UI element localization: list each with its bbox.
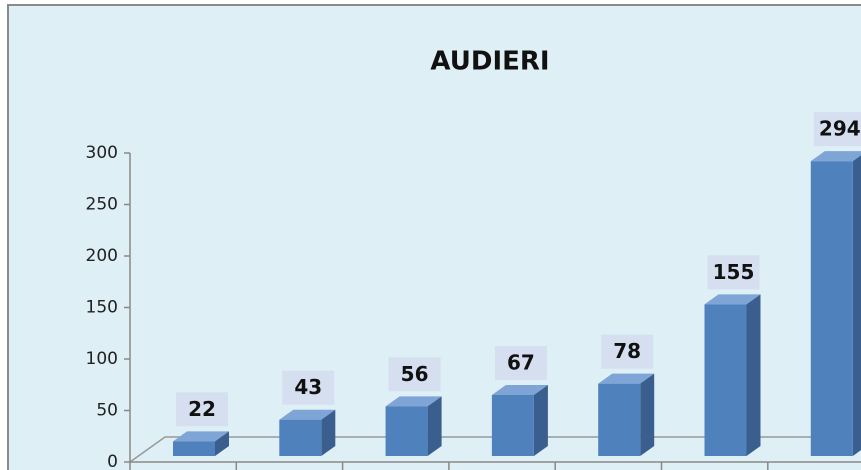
bar [279,409,336,456]
y-tick-label: 300 [86,143,118,163]
bar [598,373,655,456]
bar-front [173,441,215,456]
bar [810,151,861,456]
bar-top [385,396,442,407]
data-label: 78 [613,339,641,363]
y-tick-label: 200 [86,246,118,266]
bar-front [279,419,322,456]
data-label: 67 [507,350,535,374]
y-tick-label: 250 [86,195,118,215]
bar-side [746,294,761,456]
data-label: 56 [401,362,429,386]
data-label-box [494,345,547,380]
bar-side [640,373,655,456]
bar-front [810,161,853,456]
bar-front [491,394,534,456]
bar-side [427,396,442,456]
data-label-box [176,392,228,427]
data-label-box [813,112,861,147]
data-label: 22 [188,397,216,421]
bar-side [321,409,336,456]
bar-front [385,406,428,456]
bar-top [810,151,861,162]
bar-top [173,431,229,442]
chart-title: AUDIERI [430,47,549,77]
data-label-box [388,357,441,392]
data-label-box [707,255,760,290]
bar [173,431,229,456]
bar [385,396,442,456]
y-tick-label: 100 [86,349,118,369]
bar-front [704,304,747,456]
bar-side [215,431,229,456]
bar-side [852,155,861,456]
data-label: 43 [294,375,322,399]
data-label: 155 [713,260,755,284]
bar-top [598,373,655,384]
y-tick-label: 150 [86,298,118,318]
bar [704,294,761,456]
bar-top [704,294,761,305]
data-label-box [601,334,654,369]
bar-front [598,383,641,456]
bar-top [491,384,548,395]
data-label-box [282,370,335,405]
bar-top [279,409,336,420]
y-tick-label: 0 [107,452,118,470]
bar [491,384,548,456]
y-tick-label: 50 [96,401,118,421]
bar-side [533,384,548,456]
data-label: 294 [819,117,861,141]
